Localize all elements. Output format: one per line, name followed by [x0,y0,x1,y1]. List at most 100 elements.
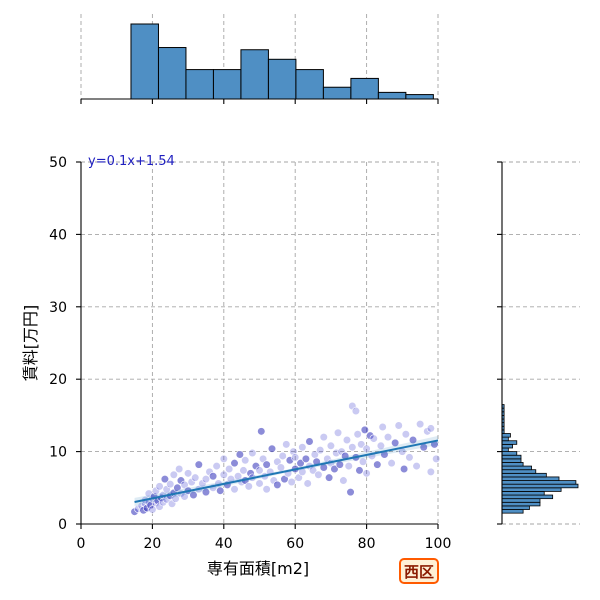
scatter-point [208,472,218,481]
scatter-point [357,440,366,449]
axes: 0 20 40 60 80 100 0 10 20 30 40 50 [49,98,503,552]
right-histogram-bar [501,462,524,467]
scatter-point [319,433,328,442]
top-histogram-bar [295,69,324,100]
right-histogram-bar [501,454,522,460]
scatter-point [230,485,239,494]
top-histogram-bar [350,77,379,100]
x-tick-label: 80 [358,536,376,552]
scatter-point [184,469,193,478]
scatter-point [219,454,228,463]
right-histogram-bar [501,483,579,489]
fit-line [134,439,439,503]
scatter-point [383,433,393,442]
scatter-point [332,448,341,458]
right-histogram-bar [501,491,545,496]
x-axis-label: 専有面積[m2] [207,559,309,578]
scatter-point [344,461,353,471]
right-histogram-bar [501,458,522,463]
x-tick-label: 100 [425,536,452,552]
scatter-point [262,460,271,469]
scatter-point [267,444,277,453]
scatter-point [360,425,369,434]
x-tick-label: 40 [215,536,233,552]
scatter-point [405,453,414,462]
top-histogram-bar [185,69,214,100]
scatter-point [273,480,282,490]
scatter-point [166,480,175,489]
scatter-point [248,448,257,458]
right-histogram-bar [501,487,562,492]
scatter-point [303,479,312,488]
scatter-point [282,440,291,449]
right-histogram-bar [501,436,509,442]
scatter-point [305,437,314,446]
scatter-point [146,501,155,510]
scatter-point [301,454,311,463]
right-histogram-bar [501,469,537,474]
right-histogram-bar [501,472,547,478]
scatter-point [333,428,343,437]
right-histogram-bar [501,509,524,514]
y-tick-label: 20 [49,372,67,388]
y-tick-label: 50 [49,155,67,171]
right-histogram-bar [501,451,518,456]
scatter-point [348,443,357,452]
scatter-point [416,419,425,429]
scatter-point [225,464,234,474]
scatter-point [257,427,266,436]
scatter-point [339,476,348,485]
scatter-point [373,460,382,469]
scatter-point [230,459,239,468]
top-histogram [130,23,434,100]
x-tick-label: 0 [77,536,86,552]
right-histogram-bar [501,505,530,510]
x-tick-label: 60 [286,536,304,552]
scatter-point [201,475,211,484]
scatter-point [326,441,336,450]
scatter-point [362,444,371,453]
scatter-point [369,434,378,443]
right-histogram-bar [501,498,541,503]
y-tick-label: 10 [49,445,67,461]
scatter-point [426,424,435,433]
scatter-point [262,485,271,494]
scatter-point [219,470,228,479]
scatter-point [148,505,157,514]
scatter-point [241,456,250,465]
scatter-point [426,467,435,476]
scatter-point [325,473,334,482]
right-histogram [501,404,579,514]
scatter-point [155,482,164,491]
scatter-points [130,401,441,516]
scatter-point [169,470,178,479]
scatter-point [376,441,385,450]
scatter-point [278,451,287,461]
right-histogram-bar [501,494,554,500]
scatter-point [401,430,410,439]
scatter-point [355,466,364,475]
scatter-point [191,473,200,482]
top-histogram-bar [240,49,269,100]
scatter-point [194,460,203,469]
top-histogram-bar [157,47,187,100]
scatter-point [255,466,264,475]
scatter-point [291,453,300,462]
scatter-point [362,469,371,478]
scatter-point [346,488,355,497]
right-histogram-bar [501,443,513,449]
right-histogram-bar [501,480,577,485]
y-axis-label: 賃料[万円] [21,305,40,382]
scatter-point [244,482,253,491]
scatter-point [296,459,305,468]
y-tick-label: 0 [58,517,67,533]
right-histogram-bar [501,440,518,445]
scatter-point [171,494,180,503]
scatter-point [351,406,360,416]
scatter-point [330,464,339,474]
top-histogram-bar [267,58,297,100]
scatter-point [408,435,418,445]
scatter-point [387,459,396,468]
scatter-point [298,443,307,452]
